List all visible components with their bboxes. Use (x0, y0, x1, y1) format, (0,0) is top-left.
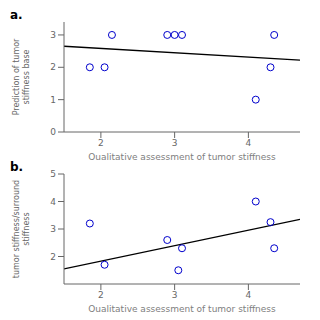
svg-text:3: 3 (172, 138, 178, 148)
svg-text:Qualitative assessment of tumo: Qualitative assessment of tumor stiffnes… (88, 152, 276, 160)
svg-text:4: 4 (246, 138, 252, 148)
svg-text:2: 2 (50, 62, 56, 72)
html-text:b.: b. (10, 160, 24, 174)
svg-text:3: 3 (50, 30, 56, 40)
svg-text:stiffness: stiffness (22, 212, 31, 245)
svg-text:3: 3 (172, 290, 178, 300)
html-text:a.: a. (10, 8, 23, 22)
svg-text:2: 2 (98, 138, 104, 148)
svg-text:1: 1 (50, 95, 56, 105)
svg-text:Qualitative assessment of tumo: Qualitative assessment of tumor stiffnes… (88, 304, 276, 312)
svg-text:3: 3 (50, 224, 56, 234)
svg-text:tumor stiffness/surround: tumor stiffness/surround (12, 180, 21, 278)
svg-text:Prediction of tumor: Prediction of tumor (12, 38, 21, 115)
svg-text:2: 2 (50, 252, 56, 262)
svg-text:2: 2 (98, 290, 104, 300)
svg-text:0: 0 (50, 127, 56, 137)
svg-text:stiffness base: stiffness base (22, 49, 31, 104)
svg-text:4: 4 (50, 197, 56, 207)
svg-text:5: 5 (50, 169, 56, 179)
svg-text:4: 4 (246, 290, 252, 300)
